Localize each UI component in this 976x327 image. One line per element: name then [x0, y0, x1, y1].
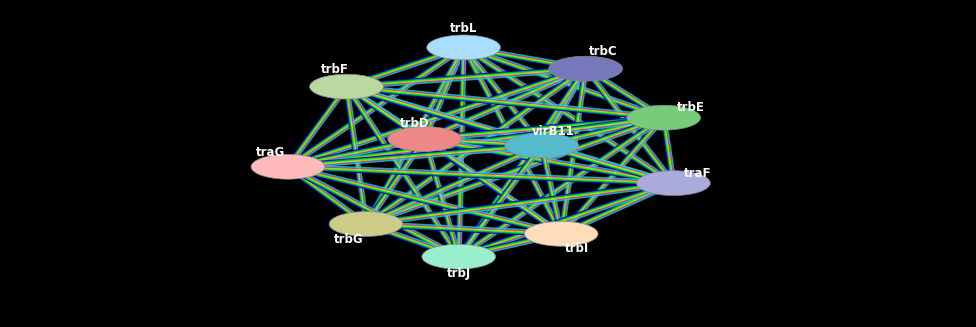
- Ellipse shape: [427, 35, 501, 60]
- Ellipse shape: [387, 127, 462, 151]
- Ellipse shape: [329, 212, 403, 236]
- Ellipse shape: [422, 244, 496, 269]
- Ellipse shape: [636, 171, 711, 196]
- Text: trbF: trbF: [321, 63, 348, 76]
- Ellipse shape: [549, 56, 623, 81]
- Ellipse shape: [627, 105, 701, 130]
- Ellipse shape: [524, 221, 598, 246]
- Text: virB11: virB11: [532, 125, 575, 138]
- Text: trbL: trbL: [450, 22, 477, 35]
- Ellipse shape: [251, 154, 325, 179]
- Text: traF: traF: [684, 167, 712, 180]
- Ellipse shape: [505, 133, 579, 158]
- Text: trbD: trbD: [400, 117, 429, 130]
- Text: traG: traG: [256, 146, 285, 159]
- Ellipse shape: [309, 74, 384, 99]
- Text: trbE: trbE: [677, 101, 705, 114]
- Text: trbC: trbC: [589, 45, 618, 58]
- Text: trbG: trbG: [334, 233, 363, 246]
- Text: trbI: trbI: [565, 242, 589, 255]
- Text: trbJ: trbJ: [447, 267, 470, 280]
